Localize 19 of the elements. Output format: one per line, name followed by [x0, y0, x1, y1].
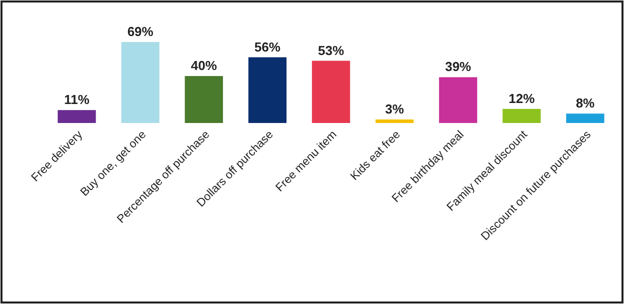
bar	[439, 77, 478, 123]
data-label: 69%	[127, 24, 154, 39]
data-label: 11%	[64, 92, 90, 108]
bar	[121, 42, 160, 123]
data-label: 12%	[508, 90, 536, 106]
bar	[375, 119, 414, 123]
data-label: 40%	[190, 58, 218, 74]
bar	[248, 57, 287, 123]
x-tick-label: Kids eat free	[348, 128, 403, 183]
data-label: 53%	[318, 42, 344, 58]
bar	[184, 76, 223, 123]
data-label: 8%	[576, 96, 596, 111]
bar	[566, 114, 604, 123]
data-label: 39%	[445, 59, 472, 74]
bar	[58, 110, 96, 123]
data-label: 3%	[385, 101, 404, 116]
bar	[502, 108, 541, 123]
bar	[312, 60, 350, 123]
data-label: 56%	[254, 39, 281, 54]
